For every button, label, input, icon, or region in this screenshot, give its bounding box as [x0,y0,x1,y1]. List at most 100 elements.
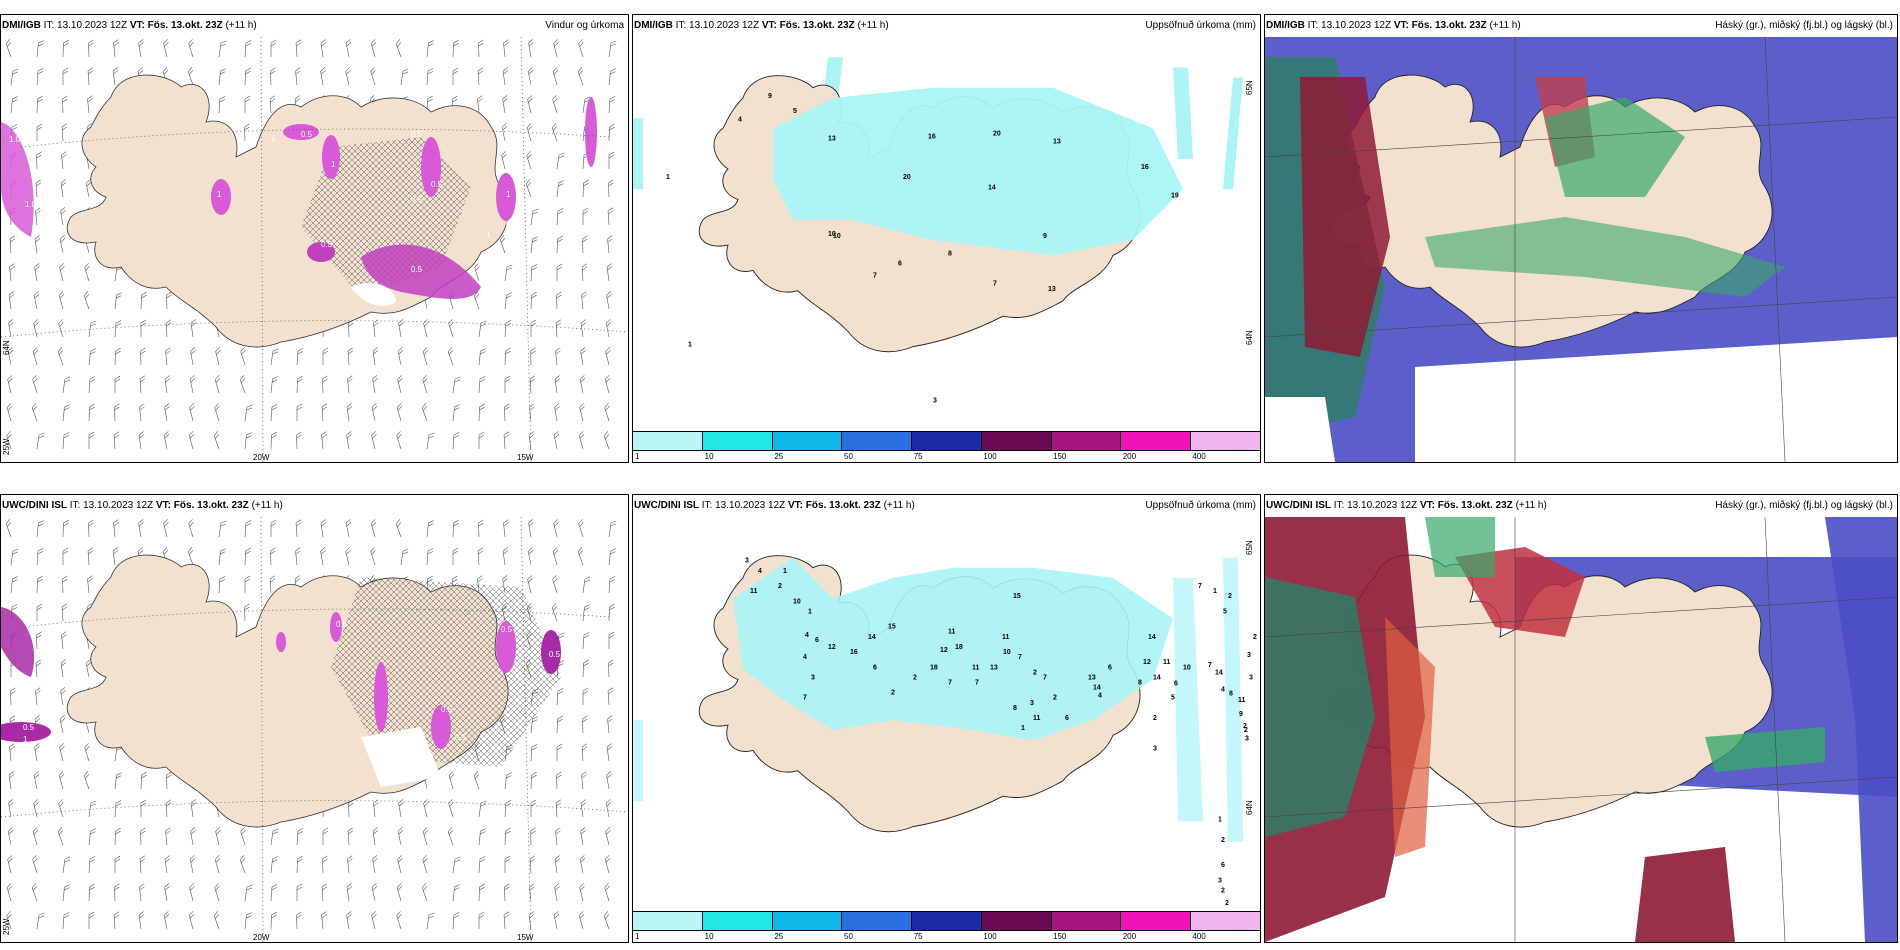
cloud-high [1545,97,1685,197]
wind-barb [58,770,69,790]
wind-barb [244,95,251,114]
wind-barb [448,770,459,790]
wind-barb [59,687,69,706]
wind-barb [190,799,199,818]
wind-barb [31,374,43,394]
wind-barb [88,403,95,422]
precip-value: 11 [1238,697,1245,704]
wind-barb [36,431,45,450]
wind-barb [188,910,199,930]
precip-value: 11 [948,629,955,636]
wind-barb [369,66,381,86]
contour-label: 1 [506,190,511,199]
wind-barb [188,430,199,450]
wind-barb [477,547,485,566]
wind-barb [579,347,589,366]
wind-barb [554,827,563,846]
wind-barb [62,95,69,114]
wind-barb [346,855,355,874]
axis-label-64n: 64N [1245,330,1255,345]
wind-barb [530,771,537,790]
wind-barb [112,519,121,538]
wind-barb [578,430,589,450]
colorbar-segment [702,912,773,930]
cloud-high [1705,727,1825,772]
wind-barb [504,403,511,422]
wind-barb [369,546,381,566]
precip-blob [374,662,388,732]
precip-value: 5 [1171,695,1175,702]
wind-barb [214,374,225,394]
wind-barb [36,603,43,622]
wind-barb [606,235,615,254]
wind-barb [36,39,45,58]
colorbar-label: 75 [913,452,923,461]
wind-barb [550,603,562,622]
wind-barb [218,575,226,594]
precip-value: 2 [1244,727,1248,734]
wind-barb [59,207,69,226]
colorbar-segment [912,432,982,450]
precip-value: 4 [1221,687,1225,694]
wind-barb [270,39,277,58]
wind-barb [478,799,487,818]
wind-barb [137,39,147,58]
wind-barb [60,151,69,170]
panel-title: Uppsöfnuð úrkoma (mm) [1145,20,1256,31]
wind-barb [214,826,225,846]
wind-barb [605,799,615,818]
precip-value: 12 [940,647,948,654]
cloud-high [1425,517,1495,577]
wind-barb [295,519,303,538]
wind-barb [579,827,589,846]
wind-barb [396,374,407,394]
wind-barb [504,347,511,366]
wind-barb [551,94,563,114]
wind-barb [112,39,121,58]
contour-label: 1.0 [9,135,21,144]
panel-header: DMI/IGB IT: 13.10.2023 12Z VT: Fös. 13.o… [2,19,624,33]
wind-barb [422,318,433,338]
wind-barb [607,687,615,706]
wind-barb [320,911,329,930]
wind-barb [579,375,589,394]
wind-barb [555,799,563,818]
precip-value: 1 [666,174,670,181]
contour-label: 1 [217,190,222,199]
panel-uwc-precip: UWC/DINI ISL IT: 13.10.2023 12Z VT: Fös.… [632,494,1261,943]
wind-barb [239,826,251,846]
contour-label: 0.5 [411,130,423,139]
wind-barb [582,715,589,734]
colorbar-labels: 1 10 25 50 75 100 150 200 400 [633,931,1260,942]
colorbar-label: 1 [635,452,640,461]
wind-barb [35,659,43,678]
precip-value: 10 [833,233,841,240]
precip-blob [330,612,342,642]
forecast-step: (+11 h) [225,20,257,31]
valid-time: VT: Fös. 13.okt. 23Z [787,500,881,511]
valid-time: VT: Fös. 13.okt. 23Z [1393,20,1487,31]
wind-barb [552,38,563,58]
wind-barb [88,883,95,902]
wind-barb [138,431,147,450]
wind-barb [478,827,487,846]
no-precip-patch [351,282,396,307]
wind-barb [452,883,461,902]
wind-barb [446,827,458,846]
panel-title: Uppsöfnuð úrkoma (mm) [1145,500,1256,511]
panel-title: Vindur og úrkoma [545,20,624,31]
wind-barb [608,39,617,58]
wind-barb [82,291,94,310]
wind-barb [239,346,251,366]
wind-barb [113,431,121,450]
wind-barb [606,263,615,282]
wind-barb [527,547,537,566]
wind-barb [422,826,433,846]
wind-barb [394,519,406,538]
colorbar-label: 10 [704,452,714,461]
wind-barb [504,263,513,282]
wind-barb [62,431,70,450]
wind-barb [140,291,147,310]
graticule-lat [1,608,628,818]
precip-value: 10 [1183,664,1191,671]
